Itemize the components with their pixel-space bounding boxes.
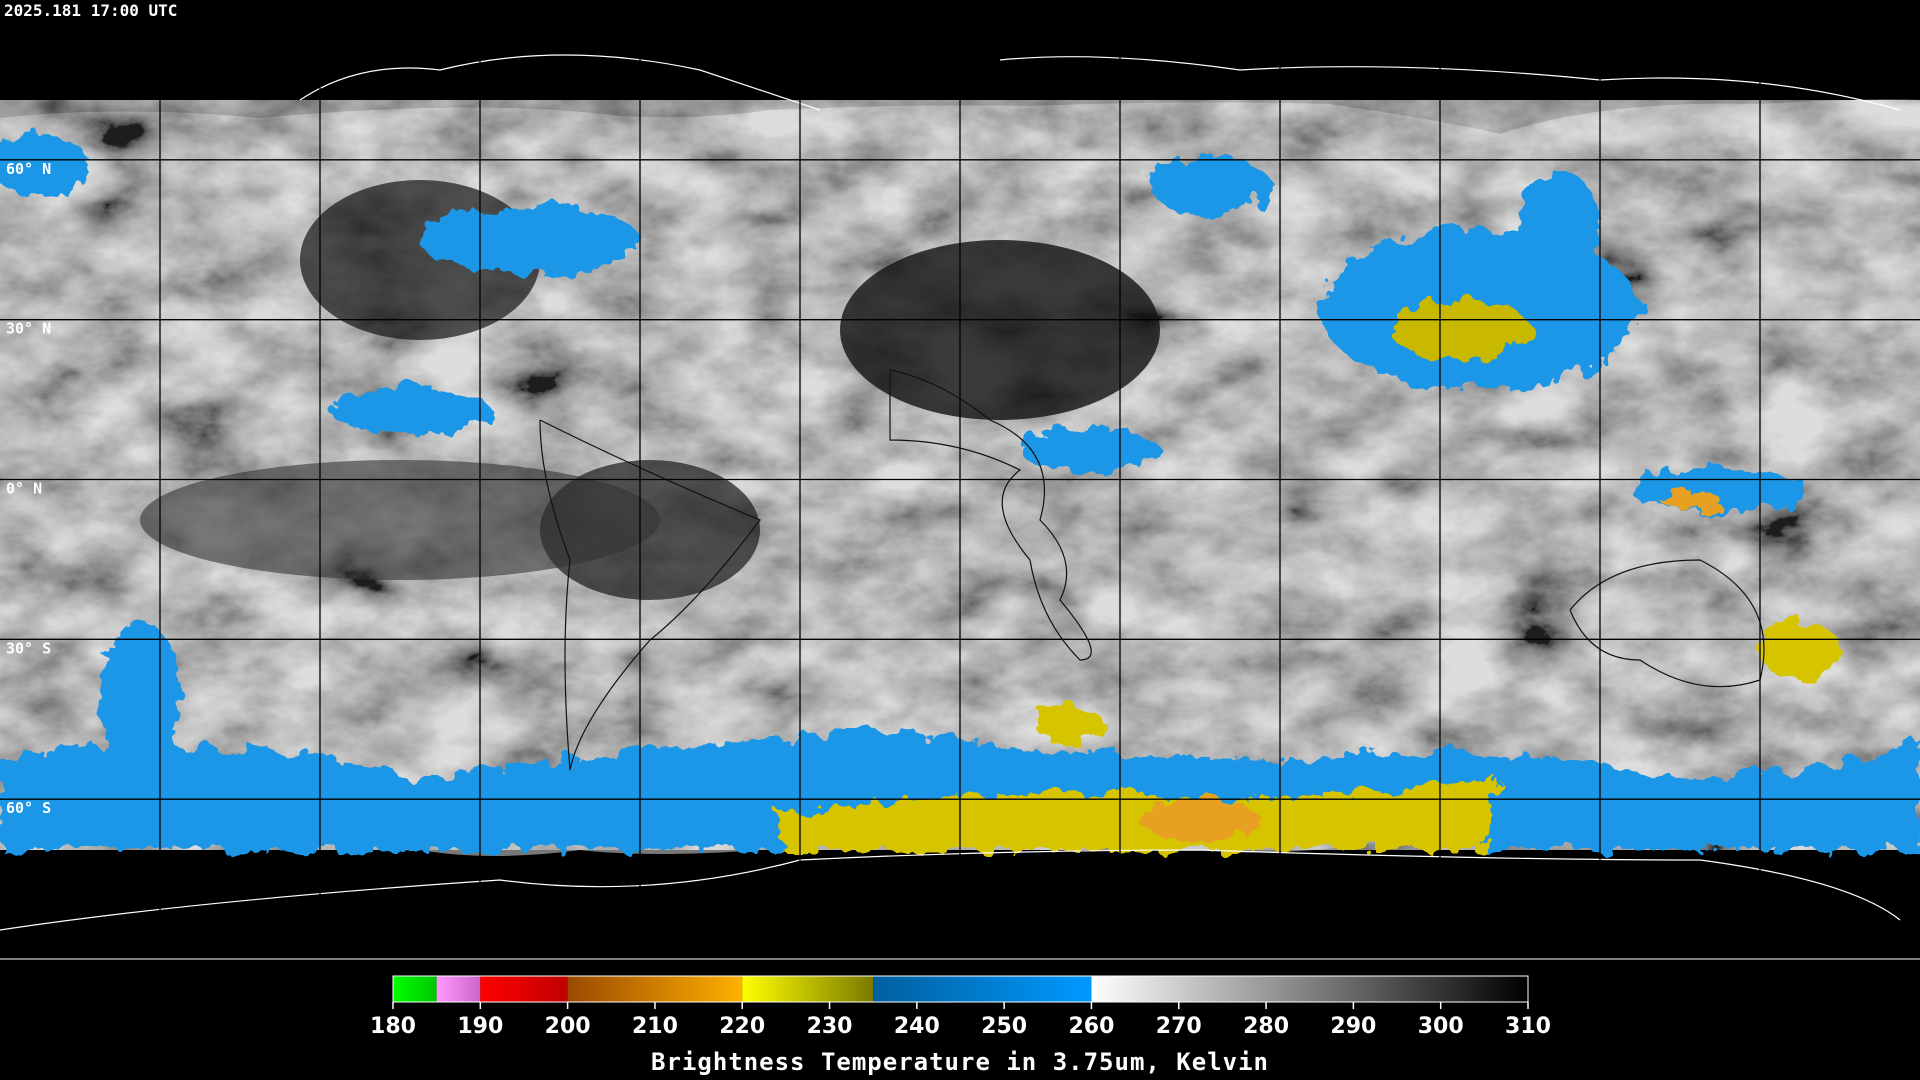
colorbar-frame [392,975,1529,1003]
latitude-label: 30° S [6,639,51,657]
latitude-label: 60° S [6,799,51,817]
latitude-label: 30° N [6,320,51,338]
colorbar-tick-label: 190 [457,1014,503,1039]
dark-region [140,460,660,580]
colorbar-tick-label: 260 [1068,1014,1114,1039]
timestamp: 2025.181 17:00 UTC [4,1,177,20]
colorbar-tick-label: 280 [1243,1014,1289,1039]
colorbar-segment [480,976,568,1002]
latitude-label: 60° N [6,160,51,178]
colorbar-title: Brightness Temperature in 3.75um, Kelvin [651,1048,1269,1076]
latitude-label: 0° N [6,480,42,498]
colorbar-tick-label: 310 [1505,1014,1551,1039]
colorbar-segment [436,976,481,1002]
dark-region [840,240,1160,420]
graticule: 60° N 30° N 0° N 30° S 60° S [0,159,1920,960]
colorbar: 180 190 200 210 220 230 240 250 260 270 280 290 300 3… [370,975,1551,1039]
colorbar-tick-label: 290 [1330,1014,1376,1039]
colorbar-segment [567,976,743,1002]
colorbar-tick-label: 300 [1418,1014,1464,1039]
colorbar-segment [873,976,1092,1002]
colorbar-segment [742,976,874,1002]
coastlines [0,54,1901,931]
colorbar-tick-label: 220 [719,1014,765,1039]
colorbar-tick-label: 180 [370,1014,416,1039]
colorbar-segment [393,976,437,1002]
colorbar-tick-label: 250 [981,1014,1027,1039]
colorbar-tick-label: 210 [632,1014,678,1039]
colorbar-tick-label: 270 [1156,1014,1202,1039]
colorbar-tick-label: 240 [894,1014,940,1039]
colorbar-tick-label: 230 [807,1014,853,1039]
colorbar-segment [1091,976,1528,1002]
colorbar-tick-label: 200 [545,1014,591,1039]
